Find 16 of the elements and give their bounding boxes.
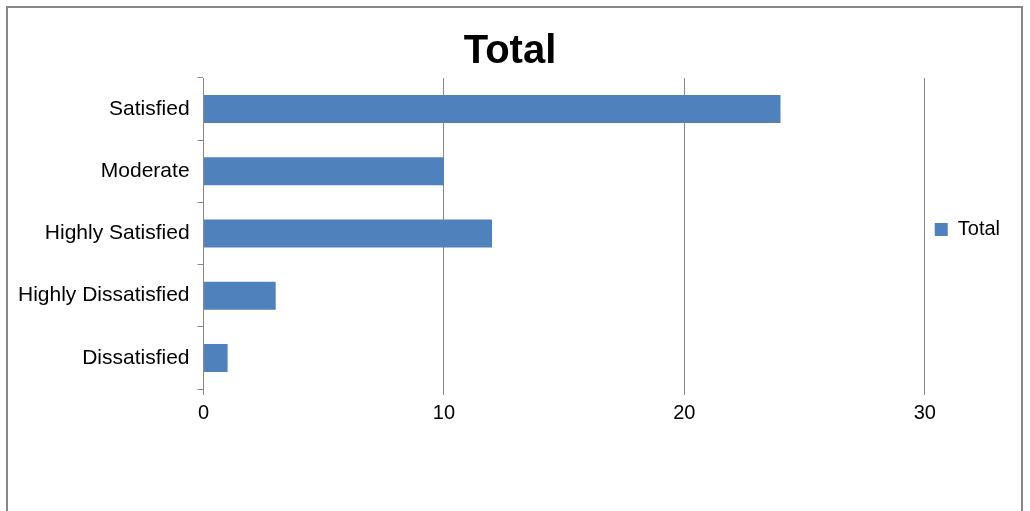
bar	[204, 95, 781, 124]
y-tick-label: Highly Satisfied	[44, 220, 190, 244]
x-tick-label: 30	[913, 400, 936, 423]
legend-label: Total	[957, 217, 1000, 240]
y-tick-label: Moderate	[100, 158, 190, 182]
y-tick-label: Satisfied	[109, 95, 190, 119]
x-tick-label: 10	[432, 400, 456, 423]
bar	[204, 343, 228, 372]
x-tick-label: 20	[673, 400, 696, 423]
bar	[204, 157, 444, 186]
y-tick-label: Highly Dissatisfied	[18, 282, 190, 306]
y-tick-label: Dissatisfied	[82, 344, 190, 368]
bar	[204, 281, 276, 310]
x-tick-label: 0	[198, 400, 210, 423]
chart-title: Total	[463, 27, 557, 72]
bar	[204, 219, 493, 248]
